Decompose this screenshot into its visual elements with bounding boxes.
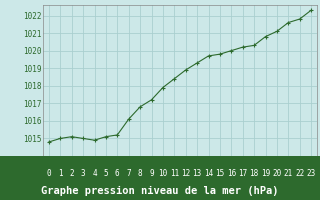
Text: 11: 11: [170, 168, 179, 178]
Text: 2: 2: [69, 168, 74, 178]
Text: 8: 8: [138, 168, 142, 178]
Text: Graphe pression niveau de la mer (hPa): Graphe pression niveau de la mer (hPa): [41, 186, 279, 196]
Text: 21: 21: [284, 168, 293, 178]
Text: 19: 19: [261, 168, 270, 178]
Text: 0: 0: [47, 168, 51, 178]
Text: 23: 23: [307, 168, 316, 178]
Text: 13: 13: [192, 168, 202, 178]
Text: 14: 14: [204, 168, 213, 178]
Text: 7: 7: [126, 168, 131, 178]
Text: 22: 22: [295, 168, 304, 178]
Text: 10: 10: [158, 168, 168, 178]
Text: 17: 17: [238, 168, 247, 178]
Text: 12: 12: [181, 168, 190, 178]
Text: 15: 15: [215, 168, 225, 178]
Text: 16: 16: [227, 168, 236, 178]
Text: 3: 3: [81, 168, 85, 178]
Text: 6: 6: [115, 168, 120, 178]
Text: 20: 20: [272, 168, 282, 178]
Text: 1: 1: [58, 168, 63, 178]
Text: 4: 4: [92, 168, 97, 178]
Text: 18: 18: [250, 168, 259, 178]
Text: 9: 9: [149, 168, 154, 178]
Text: 5: 5: [104, 168, 108, 178]
